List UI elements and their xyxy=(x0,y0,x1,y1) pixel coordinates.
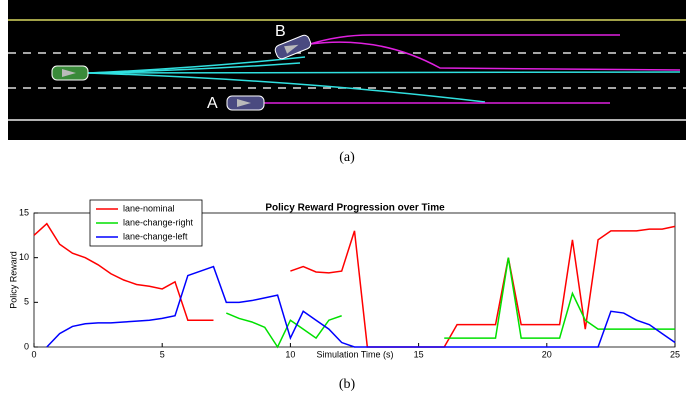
y-tick-label: 5 xyxy=(24,297,29,307)
chart-title: Policy Reward Progression over Time xyxy=(265,203,445,214)
legend-label: lane-nominal xyxy=(123,203,175,213)
x-tick-label: 15 xyxy=(414,349,424,359)
y-axis-label: Policy Reward xyxy=(8,251,18,309)
car-label: A xyxy=(207,95,218,112)
legend-label: lane-change-right xyxy=(123,217,194,227)
x-axis-label: Simulation Time (s) xyxy=(316,349,393,359)
caption: (b) xyxy=(339,377,356,392)
car-label: B xyxy=(275,23,286,40)
road-scene: B A xyxy=(8,0,686,140)
x-tick-label: 10 xyxy=(285,349,295,359)
x-tick-label: 0 xyxy=(31,349,36,359)
x-tick-label: 5 xyxy=(160,349,165,359)
x-tick-label: 25 xyxy=(670,349,680,359)
legend-label: lane-change-left xyxy=(123,231,188,241)
y-tick-label: 10 xyxy=(19,252,29,262)
chart: Policy Reward Progression over Time Simu… xyxy=(8,199,680,359)
caption: (a) xyxy=(339,150,355,165)
y-tick-label: 15 xyxy=(19,207,29,217)
y-tick-label: 0 xyxy=(24,341,29,351)
series-line xyxy=(33,222,676,348)
x-tick-label: 20 xyxy=(542,349,552,359)
series-line xyxy=(226,257,675,349)
series-line xyxy=(46,265,676,348)
